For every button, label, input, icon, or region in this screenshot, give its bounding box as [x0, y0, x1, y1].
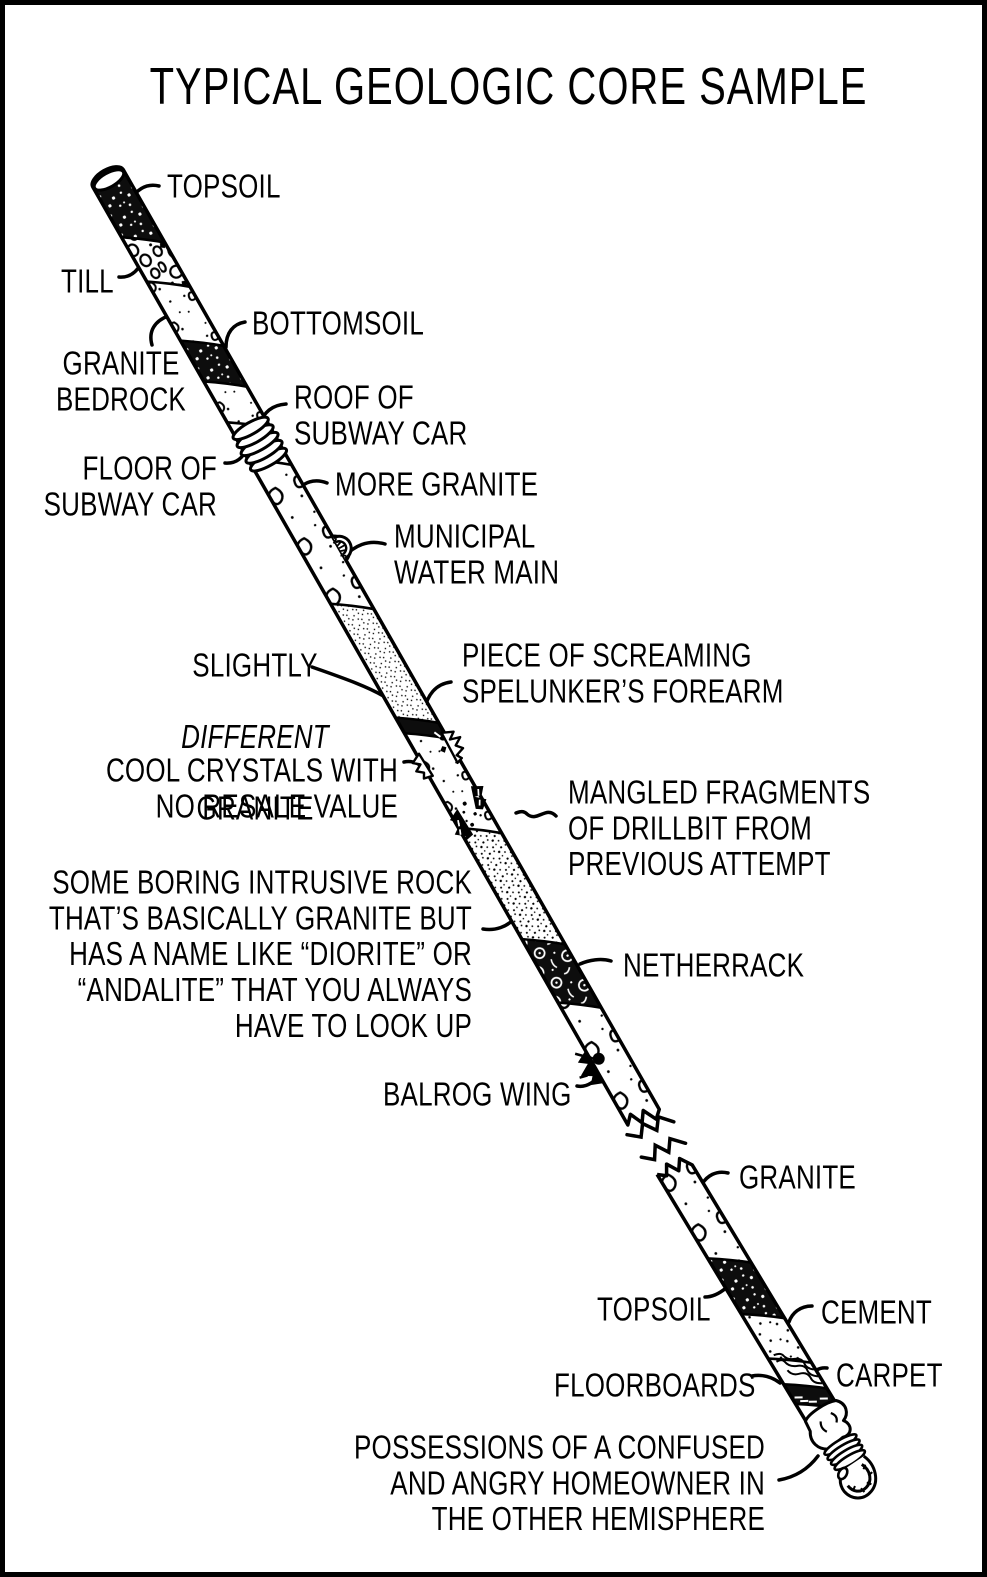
- label-topsoil-upper: TOPSOIL: [167, 166, 281, 206]
- core-lower-outline: [655, 1156, 842, 1430]
- water-main-notch: [332, 534, 353, 562]
- leader-bottomsoil: [224, 320, 247, 349]
- core-lower-piece: [639, 1136, 878, 1500]
- stratum-cement: [741, 1314, 812, 1363]
- label-boring-intrusive-rock: SOME BORING INTRUSIVE ROCK THAT’S BASICA…: [48, 862, 472, 1045]
- leader-granite-bedrock: [149, 314, 170, 347]
- label-municipal-water-main: MUNICIPAL WATER MAIN: [394, 516, 560, 591]
- leader-granite-lower: [700, 1170, 730, 1186]
- stratum-granite-lower: [655, 1152, 752, 1263]
- label-cement: CEMENT: [821, 1292, 932, 1332]
- label-slightly-different-granite: SLIGHTLY DIFFERENT GRANITE: [180, 611, 330, 862]
- leader-mangled-drillbit: [514, 809, 558, 819]
- core-upper-strata: [88, 162, 663, 1133]
- leader-more-granite: [300, 479, 329, 488]
- label-balrog-wing: BALROG WING: [383, 1074, 572, 1114]
- leader-floorboards: [750, 1373, 782, 1385]
- stratum-floorboards: [783, 1384, 839, 1409]
- stratum-till: [121, 237, 191, 287]
- stratum-granite-low: [558, 1002, 663, 1133]
- label-roof-of-subway-car: ROOF OF SUBWAY CAR: [294, 377, 468, 452]
- stratum-netherrack: [521, 939, 602, 1008]
- label-floorboards: FLOORBOARDS: [554, 1365, 756, 1405]
- label-spelunker-forearm: PIECE OF SCREAMING SPELUNKER’S FOREARM: [462, 635, 784, 710]
- core-lower-strata: [655, 1152, 841, 1430]
- core-upper-piece: [88, 162, 676, 1140]
- break-mark-upper: [625, 1114, 676, 1140]
- stratum-topsoil-lower: [707, 1258, 785, 1319]
- subway-car-rings: [231, 415, 289, 473]
- stratum-boring-intrusive-rock: [458, 827, 566, 945]
- drillbit-fragments: [449, 786, 487, 842]
- label-cool-crystals: COOL CRYSTALS WITH NO RESALE VALUE: [105, 750, 398, 825]
- balrog-wing: [574, 1050, 605, 1086]
- label-floor-of-subway-car: FLOOR OF SUBWAY CAR: [43, 448, 217, 523]
- label-till: TILL: [61, 261, 114, 301]
- label-bottomsoil: BOTTOMSOIL: [252, 303, 424, 343]
- cool-crystals: [103, 171, 465, 780]
- label-granite-lower: GRANITE: [739, 1157, 856, 1197]
- stratum-bottomsoil: [180, 340, 248, 387]
- stratum-more-granite: [248, 459, 374, 610]
- stratum-granite-bedrock: [146, 281, 224, 346]
- stratum-slightly-different-granite: [330, 603, 439, 723]
- leader-netherrack: [578, 957, 613, 966]
- label-carpet: CARPET: [836, 1355, 943, 1395]
- label-topsoil-lower: TOPSOIL: [597, 1289, 711, 1329]
- leader-slightly-different-granite: [310, 665, 387, 699]
- page-title: TYPICAL GEOLOGIC CORE SAMPLE: [149, 58, 868, 116]
- stratum-granite-above-subway: [203, 381, 271, 428]
- label-slightly-line2: DIFFERENT: [181, 717, 329, 756]
- label-slightly-line3: GRANITE: [196, 788, 314, 828]
- leader-cement: [787, 1304, 814, 1324]
- label-mangled-drillbit: MANGLED FRAGMENTS OF DRILLBIT FROM PREVI…: [568, 772, 871, 883]
- possessions-objects: [803, 1399, 878, 1500]
- label-granite-bedrock: GRANITE BEDROCK: [56, 343, 186, 418]
- break-mark-lower: [639, 1136, 688, 1162]
- label-slightly-line1: SLIGHTLY: [192, 645, 318, 684]
- leader-possessions: [777, 1454, 820, 1482]
- label-possessions: POSSESSIONS OF A CONFUSED AND ANGRY HOME…: [354, 1427, 765, 1538]
- core-upper-outline: [90, 165, 662, 1127]
- label-more-granite: MORE GRANITE: [335, 464, 539, 504]
- label-netherrack: NETHERRACK: [623, 945, 805, 985]
